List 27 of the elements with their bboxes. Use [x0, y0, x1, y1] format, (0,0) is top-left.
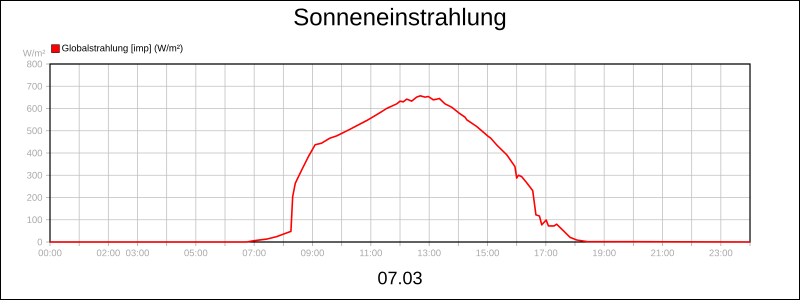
- x-tick-label: 05:00: [184, 250, 208, 256]
- x-tick-label: 17:00: [534, 250, 558, 256]
- y-tick-label: 500: [27, 127, 42, 134]
- chart-title: Sonneneinstrahlung: [294, 8, 506, 30]
- line-series: [49, 95, 751, 243]
- y-tick-label: 800: [27, 60, 42, 68]
- x-tick-label: 09:00: [300, 250, 324, 256]
- x-tick-label: 00:00: [38, 250, 62, 256]
- x-tick-label: 03:00: [126, 250, 150, 256]
- y-tick-label: 100: [27, 216, 42, 224]
- x-tick-label: 02:00: [96, 250, 120, 256]
- legend-label: Globalstrahlung [imp] (W/m²): [62, 44, 183, 54]
- x-tick-label: 11:00: [360, 250, 382, 256]
- x-tick-label: 23:00: [709, 250, 732, 256]
- x-tick-label: 15:00: [476, 250, 500, 256]
- y-tick-label: 700: [27, 82, 42, 90]
- x-tick-label: 13:00: [418, 250, 441, 256]
- x-tick-label: 19:00: [593, 250, 616, 256]
- y-tick-label: 0: [38, 238, 42, 246]
- x-tick-label: 21:00: [651, 250, 674, 256]
- y-tick-label: 300: [26, 172, 42, 179]
- x-tick-label: 07:00: [242, 250, 266, 256]
- x-axis-title: 07.03: [378, 272, 422, 284]
- y-axis-title: W/m²: [22, 50, 46, 56]
- y-tick-label: 600: [27, 105, 42, 112]
- y-tick-label: 400: [26, 150, 42, 156]
- y-tick-label: 200: [27, 194, 42, 201]
